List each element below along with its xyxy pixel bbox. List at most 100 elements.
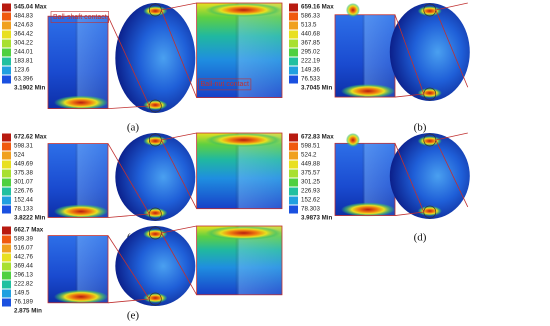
connector-line — [394, 93, 424, 98]
legend-label: 149.5 — [14, 290, 30, 297]
legend-label: 449.69 — [14, 161, 33, 168]
shaft-frame — [47, 143, 109, 218]
connector-line — [394, 14, 425, 95]
legend-label: 301.25 — [301, 179, 320, 186]
panel: 662.7 Max 589.39 516.07 442.76 369.44 296.13 2… — [2, 225, 283, 322]
legend-label: 226.76 — [14, 188, 33, 195]
shaft-hotspot — [54, 204, 108, 219]
legend-swatch — [289, 142, 298, 151]
legend-label: 484.83 — [14, 13, 33, 20]
legend-swatch — [2, 133, 11, 142]
shaft-hotspot — [341, 84, 395, 99]
ball-hotspot-bottom — [417, 88, 442, 98]
legend-label: 659.16 Max — [301, 4, 334, 11]
legend-swatch — [2, 235, 11, 244]
legend-swatch — [289, 57, 298, 66]
legend-swatch — [2, 289, 11, 298]
nut-hotspot — [345, 3, 360, 17]
connector-line — [107, 143, 150, 215]
nut-frame — [196, 2, 283, 98]
ball-hotspot-bottom — [143, 293, 168, 303]
legend-swatch — [2, 244, 11, 253]
connector-line — [107, 16, 150, 107]
ball-contour — [115, 3, 196, 113]
shaft-hotspot — [54, 95, 108, 110]
legend-swatch — [2, 39, 11, 48]
legend-label: 662.7 Max — [14, 227, 44, 234]
legend-swatch — [289, 66, 298, 75]
legend-label: 598.51 — [301, 143, 320, 150]
legend-swatch — [289, 178, 298, 187]
legend-label: 524.2 — [301, 152, 317, 159]
nut-hotspot — [205, 133, 282, 147]
connector-line — [160, 139, 198, 209]
legend-label: 3.7045 Min — [301, 85, 333, 92]
connector-line — [435, 139, 469, 208]
legend-swatch — [289, 133, 298, 142]
ball-hotspot-top — [417, 6, 442, 16]
legend-swatch — [2, 271, 11, 280]
legend-swatch — [2, 196, 11, 205]
legend-label: 78.133 — [14, 206, 33, 213]
legend-swatch — [2, 280, 11, 289]
legend-label: 226.93 — [301, 188, 320, 195]
legend-label: 76.533 — [301, 76, 320, 83]
panel-label: (d) — [414, 232, 427, 244]
connector-line — [435, 132, 468, 141]
legend-label: 149.36 — [301, 67, 320, 74]
connector-line — [160, 232, 197, 295]
shaft-contour-shade — [335, 14, 395, 98]
legend-label: 296.13 — [14, 272, 33, 279]
legend-swatch — [2, 169, 11, 178]
legend-swatch — [2, 75, 11, 84]
legend-label: 375.38 — [14, 170, 33, 177]
legend-swatch — [289, 48, 298, 57]
legend-label: 295.02 — [301, 49, 320, 56]
nut-frame — [196, 132, 283, 210]
panel: 672.83 Max 598.51 524.2 449.88 375.57 301.25 2… — [289, 132, 470, 244]
connector-line — [435, 9, 469, 88]
connector-line — [435, 2, 468, 11]
legend-label: 524 — [14, 152, 25, 159]
shaft-frame — [47, 15, 109, 110]
legend-label: 442.76 — [14, 254, 33, 261]
legend-label: 516.07 — [14, 245, 33, 252]
legend-label: 364.42 — [14, 31, 33, 38]
legend-swatch — [2, 3, 11, 12]
legend-label: 2.875 Min — [14, 308, 42, 315]
legend-swatch — [2, 160, 11, 169]
legend-swatch — [2, 12, 11, 21]
legend-label: 3.9873 Min — [301, 215, 333, 222]
legend-swatch — [2, 253, 11, 262]
connector-line — [161, 132, 197, 141]
ball-contour — [115, 226, 196, 306]
legend-swatch — [289, 12, 298, 21]
legend-swatch — [2, 298, 11, 307]
legend-swatch — [289, 3, 298, 12]
legend-label: 545.04 Max — [14, 4, 47, 11]
legend-label: 152.44 — [14, 197, 33, 204]
legend-swatch — [289, 196, 298, 205]
legend-label: 598.31 — [14, 143, 33, 150]
connector-line — [160, 9, 198, 98]
legend-swatch — [289, 30, 298, 39]
ball-contour — [115, 133, 196, 221]
legend-swatch — [289, 169, 298, 178]
panel-label: (e) — [127, 310, 140, 322]
legend-swatch — [289, 39, 298, 48]
panel: 659.16 Max 586.33 513.5 440.68 367.85 295.02 2… — [289, 2, 470, 134]
shaft-hotspot — [54, 289, 108, 304]
legend-label: 424.63 — [14, 22, 33, 29]
legend-swatch — [289, 187, 298, 196]
legend-label: 3.1902 Min — [14, 85, 46, 92]
legend-label: 3.8222 Min — [14, 215, 46, 222]
legend-swatch — [2, 178, 11, 187]
nut-frame — [196, 225, 283, 296]
shaft-frame — [47, 235, 109, 304]
legend-swatch — [2, 57, 11, 66]
nut-contour-shade — [196, 3, 282, 98]
panel-label: (b) — [414, 122, 427, 134]
legend-swatch — [289, 151, 298, 160]
legend-label: 589.39 — [14, 236, 33, 243]
